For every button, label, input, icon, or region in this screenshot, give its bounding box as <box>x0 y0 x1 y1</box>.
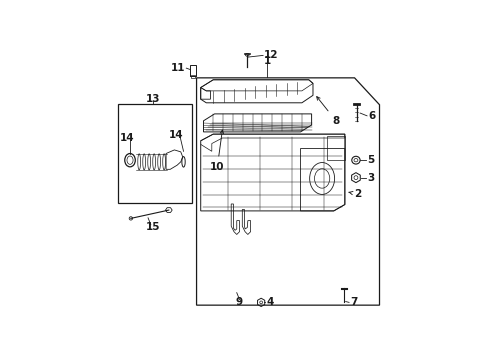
Text: 13: 13 <box>145 94 160 104</box>
Text: 10: 10 <box>210 130 224 172</box>
Text: 1: 1 <box>263 56 270 66</box>
Text: 14: 14 <box>169 130 183 140</box>
Bar <box>191 75 195 78</box>
Text: 14: 14 <box>120 133 134 143</box>
Bar <box>190 64 196 76</box>
Text: 12: 12 <box>264 50 278 60</box>
Text: 4: 4 <box>266 297 273 307</box>
Text: 7: 7 <box>350 297 357 307</box>
Text: 3: 3 <box>366 173 373 183</box>
Text: 8: 8 <box>316 96 339 126</box>
Text: 11: 11 <box>171 63 185 73</box>
Bar <box>118 104 191 203</box>
Text: 5: 5 <box>366 155 373 165</box>
Text: 6: 6 <box>367 111 375 121</box>
Text: 15: 15 <box>145 222 160 232</box>
Text: 9: 9 <box>236 297 243 307</box>
Text: 2: 2 <box>348 189 361 199</box>
